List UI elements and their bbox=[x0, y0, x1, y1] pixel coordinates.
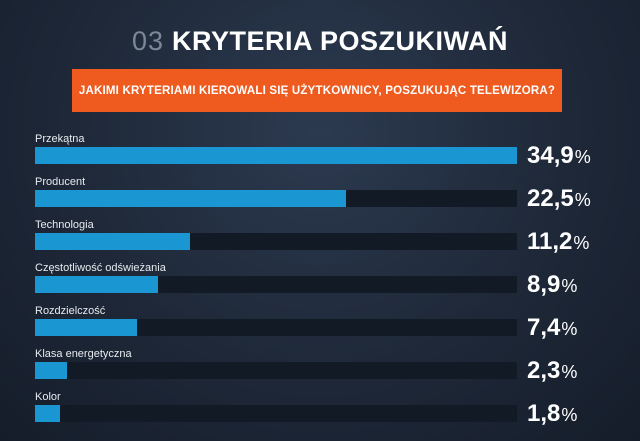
page-title: 03 KRYTERIA POSZUKIWAŃ bbox=[0, 24, 640, 58]
value-number: 8,9 bbox=[527, 271, 561, 298]
value-label: 2,3% bbox=[527, 357, 637, 386]
percent-sign: % bbox=[561, 362, 578, 382]
value-label: 34,9% bbox=[527, 142, 637, 171]
bar-track bbox=[35, 276, 517, 293]
bar-track bbox=[35, 190, 517, 207]
category-label: Przekątna bbox=[35, 133, 85, 145]
percent-sign: % bbox=[561, 319, 578, 339]
value-number: 7,4 bbox=[527, 314, 561, 341]
bar-track bbox=[35, 233, 517, 250]
percent-sign: % bbox=[573, 233, 590, 253]
value-label: 8,9% bbox=[527, 271, 637, 300]
bar bbox=[35, 405, 60, 422]
bar bbox=[35, 233, 190, 250]
value-label: 11,2% bbox=[527, 228, 637, 257]
section-number: 03 bbox=[131, 26, 165, 56]
bar-track bbox=[35, 319, 517, 336]
percent-sign: % bbox=[574, 147, 591, 167]
bar bbox=[35, 362, 67, 379]
bar bbox=[35, 276, 158, 293]
category-label: Technologia bbox=[35, 219, 94, 231]
value-label: 22,5% bbox=[527, 185, 637, 214]
category-label: Kolor bbox=[35, 391, 61, 403]
category-label: Producent bbox=[35, 176, 86, 188]
value-number: 11,2 bbox=[527, 228, 573, 255]
percent-sign: % bbox=[561, 405, 578, 425]
category-label: Częstotliwość odświeżania bbox=[35, 262, 166, 274]
category-label: Klasa energetyczna bbox=[35, 348, 132, 360]
value-number: 1,8 bbox=[527, 400, 561, 427]
value-number: 22,5 bbox=[527, 185, 574, 212]
value-number: 34,9 bbox=[527, 142, 574, 169]
bar-track bbox=[35, 405, 517, 422]
value-number: 2,3 bbox=[527, 357, 561, 384]
bar-track bbox=[35, 147, 517, 164]
bar-track bbox=[35, 362, 517, 379]
question-banner: JAKIMI KRYTERIAMI KIEROWALI SIĘ UŻYTKOWN… bbox=[72, 69, 562, 112]
bar bbox=[35, 319, 137, 336]
value-label: 1,8% bbox=[527, 400, 637, 429]
section-title: KRYTERIA POSZUKIWAŃ bbox=[172, 26, 509, 56]
percent-sign: % bbox=[561, 276, 578, 296]
bar bbox=[35, 147, 517, 164]
bar bbox=[35, 190, 346, 207]
percent-sign: % bbox=[574, 190, 591, 210]
value-label: 7,4% bbox=[527, 314, 637, 343]
question-text: JAKIMI KRYTERIAMI KIEROWALI SIĘ UŻYTKOWN… bbox=[78, 84, 556, 97]
category-label: Rozdzielczość bbox=[35, 305, 106, 317]
